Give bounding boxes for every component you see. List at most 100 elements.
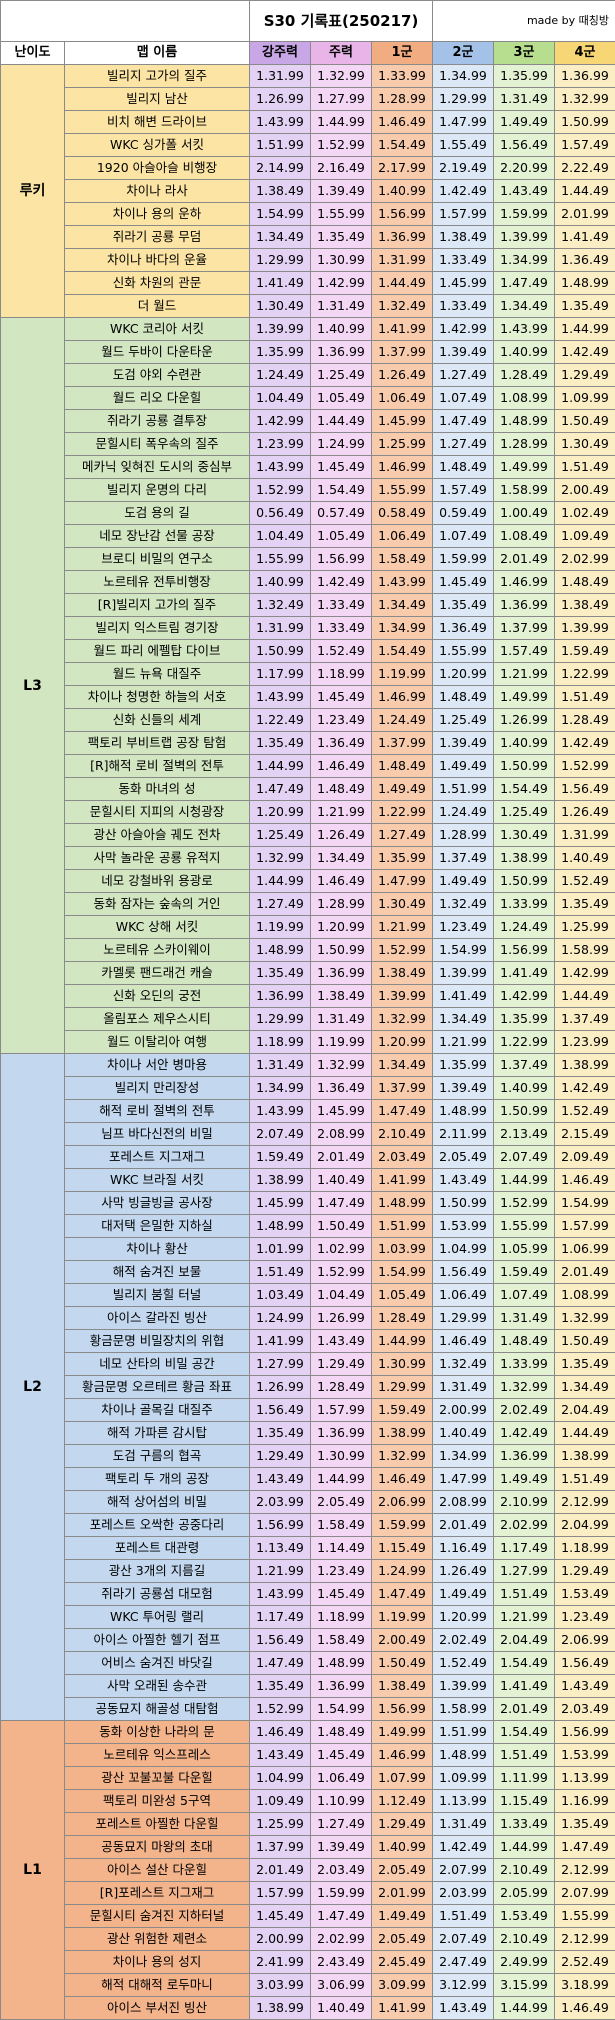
time-group-1: 1.54.49 — [372, 134, 433, 157]
time-group-3: 2.04.49 — [494, 1629, 555, 1652]
time-strong-main: 1.51.49 — [250, 1261, 311, 1284]
time-group-1: 1.46.99 — [372, 1744, 433, 1767]
map-name: 네모 강철바위 용광로 — [65, 870, 250, 893]
time-strong-main: 1.55.99 — [250, 548, 311, 571]
header-difficulty[interactable]: 난이도 — [1, 42, 65, 65]
time-group-3: 1.47.49 — [494, 272, 555, 295]
time-group-2: 2.07.49 — [433, 1928, 494, 1951]
header-group-3[interactable]: 3군 — [494, 42, 555, 65]
time-main: 1.46.49 — [311, 755, 372, 778]
map-name: 팩토리 부비트랩 공장 탐험 — [65, 732, 250, 755]
time-group-4: 1.26.49 — [555, 801, 615, 824]
map-name: 대저택 은밀한 지하실 — [65, 1215, 250, 1238]
time-group-3: 1.43.99 — [494, 318, 555, 341]
time-group-1: 1.38.49 — [372, 1675, 433, 1698]
time-group-3: 1.59.99 — [494, 203, 555, 226]
time-group-3: 3.15.99 — [494, 1974, 555, 1997]
time-main: 1.55.99 — [311, 203, 372, 226]
time-group-2: 1.04.99 — [433, 1238, 494, 1261]
time-strong-main: 1.41.49 — [250, 272, 311, 295]
time-group-4: 1.22.99 — [555, 663, 615, 686]
map-name: 빌리지 익스트림 경기장 — [65, 617, 250, 640]
time-main: 1.39.49 — [311, 1836, 372, 1859]
time-main: 1.54.99 — [311, 1698, 372, 1721]
time-group-2: 1.45.99 — [433, 272, 494, 295]
time-strong-main: 1.30.49 — [250, 295, 311, 318]
time-group-3: 1.50.99 — [494, 755, 555, 778]
time-group-2: 1.25.49 — [433, 709, 494, 732]
time-main: 1.47.49 — [311, 1192, 372, 1215]
time-group-1: 1.38.49 — [372, 962, 433, 985]
header-group-1[interactable]: 1군 — [372, 42, 433, 65]
map-name: 아이스 갈라진 빙산 — [65, 1307, 250, 1330]
map-name: 사막 오래된 송수관 — [65, 1675, 250, 1698]
time-group-4: 1.48.49 — [555, 571, 615, 594]
time-strong-main: 1.27.49 — [250, 893, 311, 916]
time-group-1: 1.37.99 — [372, 1077, 433, 1100]
time-main: 1.25.49 — [311, 364, 372, 387]
time-group-4: 2.06.99 — [555, 1629, 615, 1652]
sheet-title: S30 기록표(250217) — [250, 1, 433, 42]
time-main: 1.31.49 — [311, 295, 372, 318]
time-group-2: 1.40.49 — [433, 1422, 494, 1445]
header-group-4[interactable]: 4군 — [555, 42, 615, 65]
map-name: 어비스 숨겨진 바닷길 — [65, 1652, 250, 1675]
map-name: 해적 대해적 로두마니 — [65, 1974, 250, 1997]
map-name: WKC 상해 서킷 — [65, 916, 250, 939]
map-name: 동화 마녀의 성 — [65, 778, 250, 801]
time-group-2: 2.00.99 — [433, 1399, 494, 1422]
time-group-3: 1.49.99 — [494, 456, 555, 479]
time-main: 1.18.99 — [311, 1606, 372, 1629]
time-group-4: 1.31.99 — [555, 824, 615, 847]
time-strong-main: 3.03.99 — [250, 1974, 311, 1997]
time-group-4: 2.07.99 — [555, 1882, 615, 1905]
map-name: [R]빌리지 고가의 질주 — [65, 594, 250, 617]
time-strong-main: 1.56.49 — [250, 1629, 311, 1652]
map-name: 브로디 비밀의 연구소 — [65, 548, 250, 571]
time-group-2: 1.29.99 — [433, 88, 494, 111]
header-strong-main[interactable]: 강주력 — [250, 42, 311, 65]
time-group-3: 1.42.49 — [494, 1422, 555, 1445]
header-map-name[interactable]: 맵 이름 — [65, 42, 250, 65]
header-group-2[interactable]: 2군 — [433, 42, 494, 65]
time-group-3: 1.41.49 — [494, 1675, 555, 1698]
time-group-3: 2.10.49 — [494, 1928, 555, 1951]
time-group-4: 1.28.49 — [555, 709, 615, 732]
time-group-3: 1.31.49 — [494, 1307, 555, 1330]
time-strong-main: 1.35.49 — [250, 1675, 311, 1698]
map-name: 차이나 청명한 하늘의 서호 — [65, 686, 250, 709]
time-strong-main: 1.25.49 — [250, 824, 311, 847]
time-group-2: 1.48.49 — [433, 456, 494, 479]
time-group-1: 1.49.49 — [372, 1905, 433, 1928]
time-strong-main: 1.34.49 — [250, 226, 311, 249]
time-group-4: 1.46.49 — [555, 1997, 615, 2020]
time-main: 1.38.49 — [311, 985, 372, 1008]
time-main: 1.18.99 — [311, 663, 372, 686]
time-group-3: 1.44.99 — [494, 1169, 555, 1192]
map-name: 노르테유 스카이웨이 — [65, 939, 250, 962]
time-group-3: 1.34.99 — [494, 249, 555, 272]
time-group-1: 1.33.99 — [372, 65, 433, 88]
header-main[interactable]: 주력 — [311, 42, 372, 65]
time-strong-main: 1.01.99 — [250, 1238, 311, 1261]
time-group-2: 1.39.99 — [433, 962, 494, 985]
map-name: 해적 로비 절벽의 전투 — [65, 1100, 250, 1123]
time-group-4: 1.09.99 — [555, 387, 615, 410]
time-group-3: 1.07.49 — [494, 1284, 555, 1307]
time-strong-main: 1.51.99 — [250, 134, 311, 157]
time-main: 1.06.49 — [311, 1767, 372, 1790]
time-main: 1.40.49 — [311, 1997, 372, 2020]
time-group-3: 1.49.49 — [494, 1468, 555, 1491]
